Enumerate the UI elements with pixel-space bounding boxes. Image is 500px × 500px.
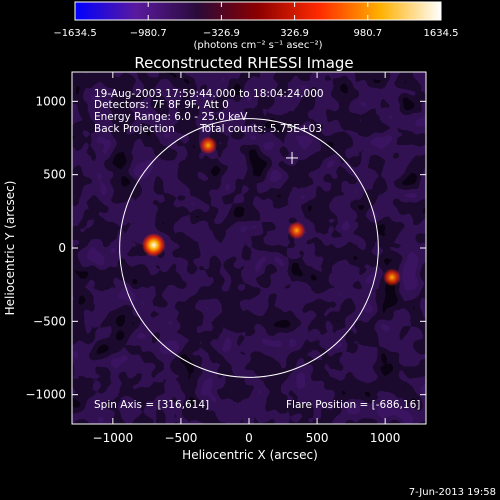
annotation-block: 19-Aug-2003 17:59:44.000 to 18:04:24.000…	[94, 88, 420, 411]
total-counts-text: Total counts: 5.75E+03	[199, 123, 322, 135]
x-axis-label: Heliocentric X (arcsec)	[182, 448, 318, 462]
flare-position-text: Flare Position = [-686,16]	[286, 399, 420, 411]
x-tick-label: −500	[164, 431, 197, 445]
energy-range-text: Energy Range: 6.0 - 25.0 keV	[94, 111, 248, 123]
colorbar-tick-label: 1634.5	[424, 28, 459, 39]
method-text: Back Projection	[94, 123, 175, 135]
colorbar-tick-label: −980.7	[130, 28, 167, 39]
y-tick-label: −1000	[25, 388, 66, 402]
spin-axis-text: Spin Axis = [316,614]	[94, 399, 209, 411]
y-axis-label: Heliocentric Y (arcsec)	[3, 181, 17, 316]
chart-title: Reconstructed RHESSI Image	[134, 54, 353, 72]
y-axis-ticks: −1000 −500 0 500 1000	[25, 94, 426, 402]
y-tick-label: 1000	[35, 94, 66, 108]
colorbar-tick-label: 980.7	[353, 28, 382, 39]
heatmap-image	[72, 72, 426, 424]
detectors-text: Detectors: 7F 8F 9F, Att 0	[94, 99, 229, 111]
y-tick-label: −500	[33, 314, 66, 328]
heatmap-texture	[72, 72, 426, 424]
colorbar-unit-label: (photons cm⁻² s⁻¹ asec⁻²)	[193, 40, 322, 51]
bright-spot	[382, 268, 401, 287]
colorbar-bar	[74, 1, 442, 21]
colorbar: −1634.5 −980.7 −326.9 326.9 980.7 1634.5 (pho…	[53, 1, 459, 51]
x-tick-label: 500	[306, 431, 329, 445]
bright-spot	[287, 221, 306, 240]
y-tick-label: 500	[43, 168, 66, 182]
x-tick-label: −1000	[93, 431, 134, 445]
colorbar-tick-label: −1634.5	[53, 28, 96, 39]
y-tick-label: 0	[58, 241, 66, 255]
colorbar-tick-label: 326.9	[280, 28, 309, 39]
bright-spot	[199, 136, 218, 155]
x-tick-label: 0	[245, 431, 253, 445]
x-tick-label: 1000	[370, 431, 401, 445]
time-range-text: 19-Aug-2003 17:59:44.000 to 18:04:24.000	[94, 88, 324, 100]
bright-spot	[141, 233, 166, 258]
x-axis-ticks: −1000 −500 0 500 1000	[93, 72, 401, 445]
footer-timestamp: 7-Jun-2013 19:58	[409, 487, 496, 498]
solar-limb-circle	[119, 118, 379, 378]
colorbar-tick-label: −326.9	[203, 28, 240, 39]
spin-axis-marker	[286, 151, 299, 164]
